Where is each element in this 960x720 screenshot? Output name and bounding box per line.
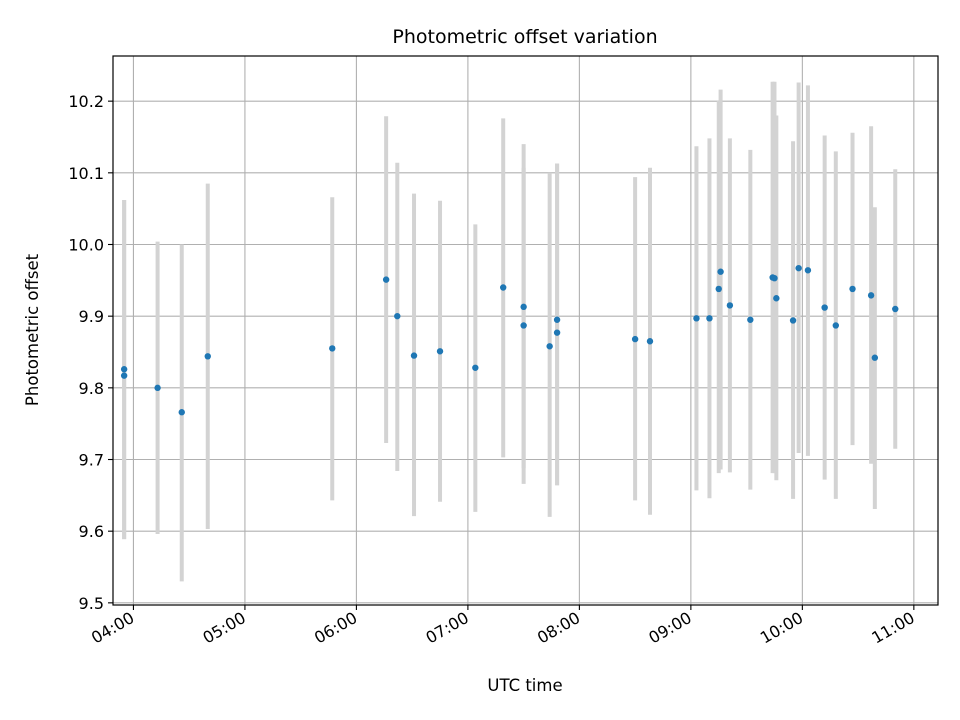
data-point [715, 285, 722, 293]
data-point [120, 372, 128, 379]
data-point [773, 295, 780, 302]
data-point [329, 345, 336, 352]
data-point [717, 268, 724, 275]
data-point [871, 354, 879, 361]
y-tick-label: 10.0 [68, 235, 104, 254]
data-point [410, 352, 418, 359]
data-point [382, 276, 390, 283]
chart-title: Photometric offset variation [392, 26, 657, 48]
data-point [646, 338, 654, 345]
data-point [120, 366, 128, 373]
data-point [154, 384, 161, 392]
data-point [867, 292, 875, 299]
data-point [500, 284, 507, 291]
data-point [693, 315, 700, 322]
data-point [546, 343, 553, 350]
y-tick-label: 9.7 [79, 451, 104, 470]
y-tick-label: 10.1 [68, 164, 104, 183]
data-point [804, 267, 812, 274]
data-points [120, 264, 899, 416]
data-point [726, 302, 734, 309]
data-point [178, 409, 185, 416]
data-point [849, 285, 856, 293]
x-axis-label: UTC time [487, 676, 562, 695]
data-point [553, 316, 561, 323]
data-point [771, 274, 778, 282]
data-point [747, 316, 754, 323]
y-tick-label: 9.6 [79, 522, 104, 541]
y-axis-label: Photometric offset [23, 253, 42, 406]
data-point [706, 315, 713, 322]
data-point [553, 329, 561, 336]
data-point [631, 335, 639, 343]
data-point [520, 303, 527, 311]
data-point [472, 364, 479, 371]
plot-frame [112, 55, 939, 606]
y-tick-label: 10.2 [68, 92, 104, 111]
data-point [821, 304, 828, 311]
y-axis-ticks: 9.5 9.6 9.7 9.8 9.9 10.0 10.1 10.2 [68, 92, 113, 613]
y-tick-label: 9.5 [79, 594, 104, 613]
data-point [436, 348, 444, 355]
data-point [795, 264, 802, 272]
y-tick-label: 9.8 [79, 379, 104, 398]
y-tick-label: 9.9 [79, 307, 104, 326]
data-point [892, 305, 899, 313]
data-point [789, 317, 797, 324]
data-point [520, 322, 527, 329]
data-point [832, 322, 840, 329]
data-point [204, 353, 211, 360]
data-point [394, 312, 401, 320]
